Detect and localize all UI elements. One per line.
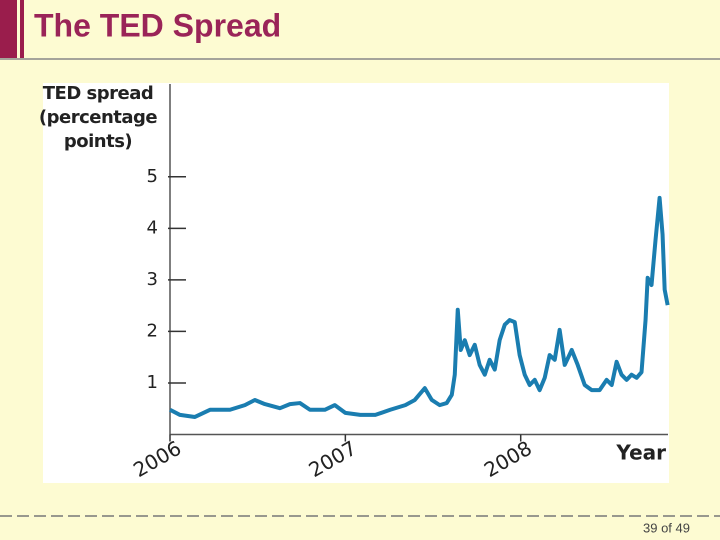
page-number: 39 of 49 [643,520,690,535]
ted-line [169,195,670,419]
y-tick-label: 4 [147,217,158,238]
x-axis-label: Year [615,441,666,465]
accent-bar [0,0,17,58]
y-tick-label: 3 [147,269,158,290]
slide-title: The TED Spread [34,7,281,43]
y-tick-label: 1 [147,372,158,393]
y-tick-label: 2 [147,320,158,341]
y-axis-label: TED spread (percentage points) [38,83,158,152]
y-tick-label: 5 [147,166,158,187]
accent-bar-thin [20,0,24,58]
